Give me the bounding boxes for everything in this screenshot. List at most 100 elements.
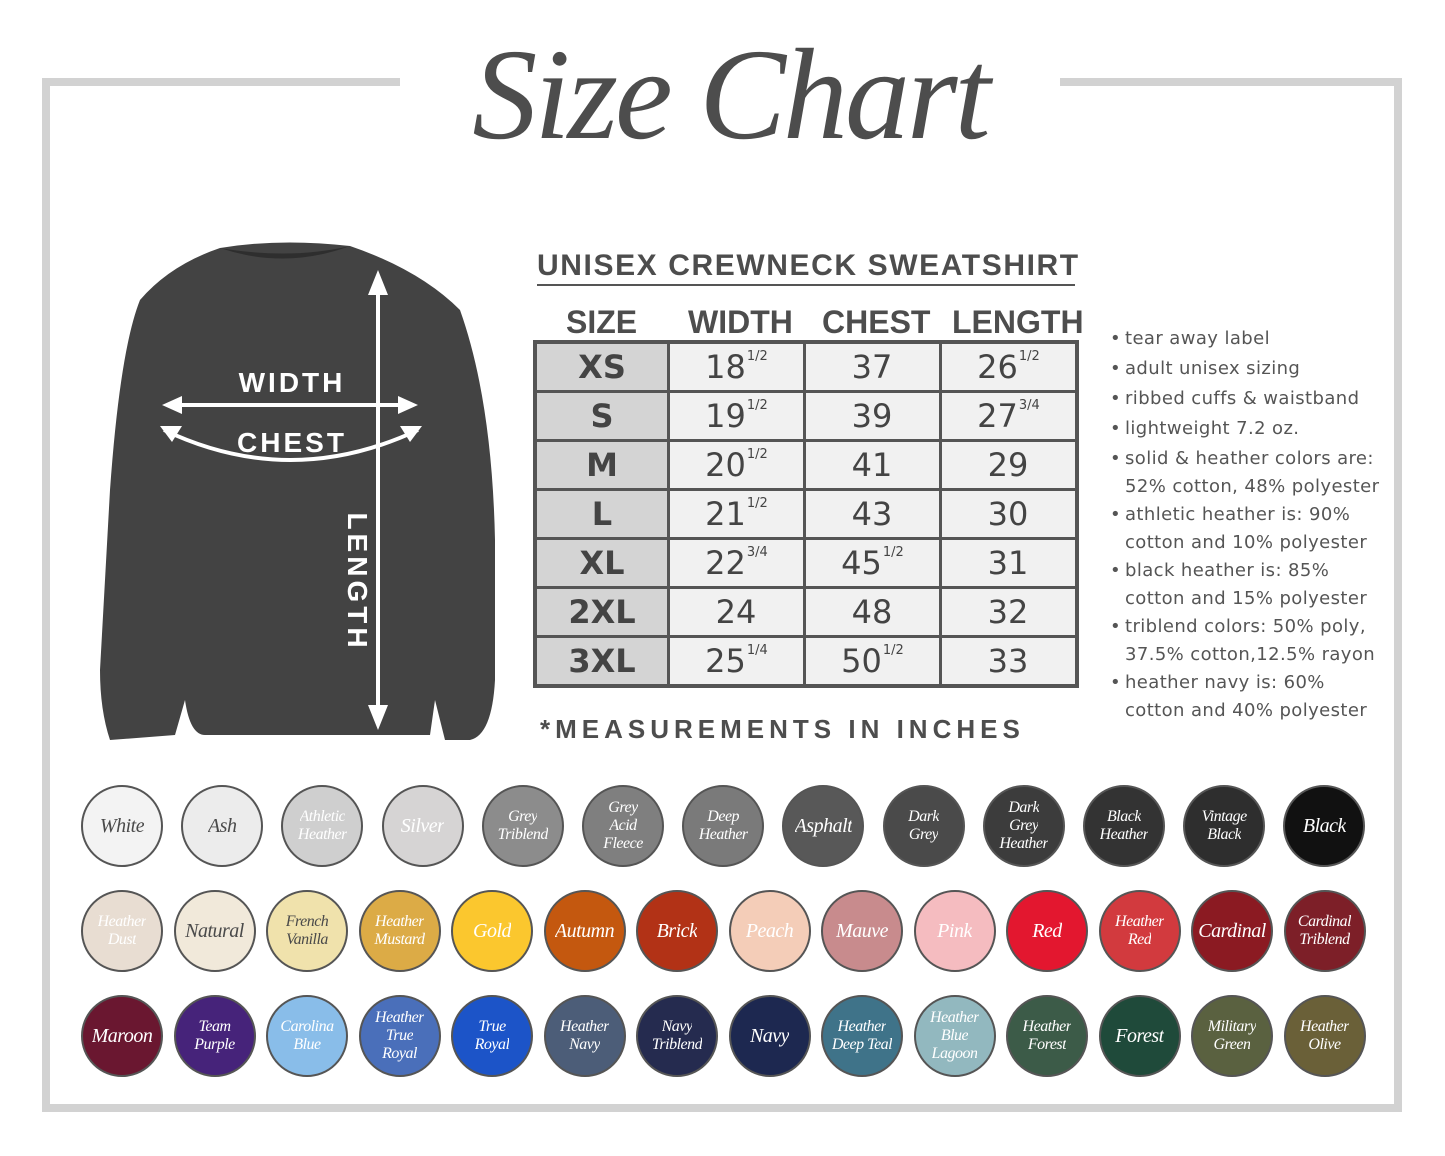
- swatch-label: Heather: [999, 835, 1049, 852]
- swatch-label: Dark: [1008, 799, 1040, 816]
- swatch-label: Asphalt: [794, 815, 853, 837]
- swatch-label: Royal: [382, 1045, 417, 1062]
- swatch-label: Military: [1207, 1018, 1257, 1035]
- swatch-label: Heather: [1022, 1018, 1072, 1035]
- width-cell: 223/4: [667, 537, 806, 589]
- swatch-label: Autumn: [554, 920, 615, 942]
- swatch-label: Purple: [194, 1036, 235, 1053]
- swatch-label: French: [285, 913, 329, 930]
- color-swatch: Vintage Black: [1183, 785, 1266, 867]
- note-item: heather navy is: 60% cotton and 40% polye…: [1110, 668, 1379, 724]
- color-swatch: Team Purple: [173, 995, 256, 1077]
- width-cell: 201/2: [667, 439, 806, 491]
- color-swatch: Silver: [381, 785, 464, 867]
- note-line: solid & heather colors are:: [1125, 448, 1374, 469]
- swatch-label: Deep Teal: [831, 1036, 893, 1053]
- chest-cell: 43: [803, 488, 942, 540]
- chest-value: 37: [851, 348, 893, 386]
- color-swatch: Deep Heather: [682, 785, 765, 867]
- swatch-label: Navy: [749, 1025, 790, 1047]
- color-swatch: Cardinal: [1191, 890, 1273, 972]
- chest-fraction: 1/2: [882, 545, 904, 560]
- color-swatch: Navy Triblend: [636, 995, 718, 1077]
- swatch-label: Pink: [937, 920, 972, 942]
- note-line: ribbed cuffs & waistband: [1125, 388, 1360, 409]
- width-value: 19: [705, 397, 746, 435]
- swatch-label: Heather: [1115, 913, 1164, 930]
- length-label: LENGTH: [342, 512, 373, 651]
- width-value: 20: [705, 446, 746, 484]
- color-swatch: Heather Deep Teal: [821, 995, 903, 1077]
- color-swatch: Black Heather: [1083, 785, 1165, 867]
- swatch-label: Natural: [185, 920, 244, 942]
- length-cell: 32: [939, 586, 1079, 638]
- swatch-label: Grey: [908, 826, 939, 843]
- note-item: triblend colors: 50% poly, 37.5% cotton,1…: [1110, 612, 1379, 668]
- length-value: 32: [987, 593, 1029, 631]
- note-line: cotton and 15% polyester: [1125, 588, 1368, 609]
- note-line: athletic heather is: 90%: [1125, 504, 1351, 525]
- note-item: tear away label: [1110, 324, 1379, 354]
- width-value: 21: [705, 495, 746, 533]
- width-cell: 191/2: [667, 390, 806, 442]
- swatch-label: Cardinal: [1297, 913, 1352, 930]
- note-line: black heather is: 85%: [1125, 560, 1330, 581]
- note-line: lightweight 7.2 oz.: [1125, 418, 1300, 439]
- color-swatch: French Vanilla: [266, 890, 348, 972]
- color-swatch: Grey Triblend: [481, 785, 564, 867]
- swatch-label: Grey: [508, 808, 538, 825]
- length-value: 33: [987, 642, 1029, 680]
- size-cell: S: [533, 390, 670, 442]
- swatch-label: Deep: [707, 808, 740, 825]
- swatch-label: Vintage: [1201, 808, 1247, 825]
- table-row: XL 223/4 451/2 31: [533, 537, 1079, 589]
- length-value: 31: [987, 544, 1029, 582]
- swatch-label: Grey: [1009, 817, 1039, 834]
- swatch-label: Dust: [107, 931, 137, 948]
- swatch-label: Forest: [1115, 1025, 1164, 1047]
- swatch-label: Silver: [400, 815, 445, 837]
- swatch-label: Black: [1107, 808, 1141, 825]
- swatch-label: Gold: [473, 920, 511, 942]
- swatch-label: Maroon: [91, 1025, 153, 1047]
- color-swatch: Autumn: [543, 890, 626, 972]
- note-item: athletic heather is: 90% cotton and 10% p…: [1110, 500, 1379, 556]
- swatch-label: Grey: [608, 799, 638, 816]
- swatch-label: Athletic: [299, 808, 346, 825]
- table-row: 3XL 251/4 501/2 33: [533, 635, 1079, 688]
- swatch-label: Team: [198, 1018, 231, 1035]
- note-line: 37.5% cotton,12.5% rayon: [1125, 644, 1376, 665]
- chest-label: CHEST: [237, 427, 347, 458]
- size-cell: 3XL: [533, 635, 670, 688]
- note-item: black heather is: 85% cotton and 15% poly…: [1110, 556, 1379, 612]
- length-cell: 31: [939, 537, 1079, 589]
- swatch-label: Forest: [1027, 1036, 1067, 1053]
- size-table: XS 181/2 37 261/2 S 191/2 39 273/4 M 201/2 41 29 L 21…: [533, 340, 1079, 688]
- sweatshirt-diagram: WIDTH CHEST LENGTH: [100, 242, 495, 740]
- header-width: WIDTH: [688, 304, 793, 340]
- swatch-label: Heather: [97, 913, 147, 930]
- length-value: 29: [987, 446, 1029, 484]
- color-swatch: Forest: [1098, 995, 1181, 1077]
- swatch-label: Red: [1127, 931, 1152, 948]
- note-item: solid & heather colors are: 52% cotton, 4…: [1110, 444, 1379, 500]
- note-line: cotton and 40% polyester: [1125, 700, 1368, 721]
- swatch-label: Black: [1302, 815, 1346, 837]
- length-cell: 30: [939, 488, 1079, 540]
- swatch-label: Heather: [560, 1018, 609, 1035]
- color-swatch: Heather Blue Lagoon: [913, 995, 996, 1077]
- color-swatch: Heather Dust: [81, 890, 163, 972]
- color-swatch: Natural: [173, 890, 256, 972]
- color-swatch: Dark Grey Heather: [982, 785, 1065, 867]
- chest-value: 45: [841, 544, 882, 582]
- header-chest: CHEST: [822, 304, 931, 340]
- color-swatch: Heather Navy: [543, 995, 626, 1077]
- length-value: 27: [977, 397, 1018, 435]
- chest-cell: 37: [803, 340, 942, 393]
- chest-cell: 48: [803, 586, 942, 638]
- chest-value: 39: [851, 397, 893, 435]
- table-row: S 191/2 39 273/4: [533, 390, 1079, 442]
- color-swatch: Asphalt: [782, 785, 865, 867]
- width-cell: 251/4: [667, 635, 806, 688]
- chest-value: 41: [851, 446, 893, 484]
